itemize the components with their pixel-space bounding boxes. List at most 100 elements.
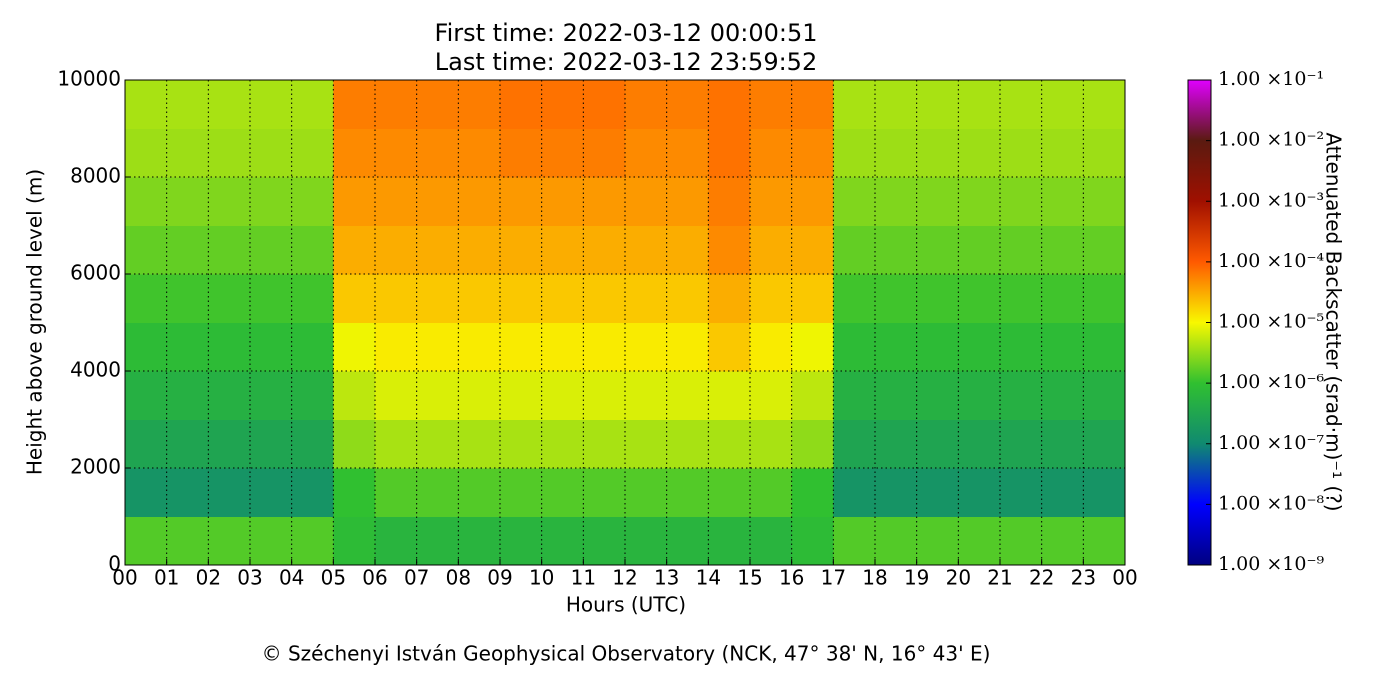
heatmap-cell <box>416 274 459 323</box>
heatmap-cell <box>916 468 959 517</box>
heatmap-cell <box>250 371 293 420</box>
heatmap-cell <box>458 371 501 420</box>
heatmap-cell <box>250 274 293 323</box>
heatmap-cell <box>791 516 834 566</box>
y-tick-label: 6000 <box>70 261 121 285</box>
heatmap-cell <box>500 322 543 372</box>
heatmap-cell <box>125 322 168 372</box>
colorbar-tick-label: 1.00 ×10⁻⁷ <box>1218 432 1324 454</box>
chart-title: Last time: 2022-03-12 23:59:52 <box>435 48 817 76</box>
heatmap-cell <box>875 516 918 566</box>
heatmap-cell <box>666 322 709 372</box>
heatmap-cell <box>458 177 501 226</box>
heatmap-cell <box>250 468 293 517</box>
heatmap-cell <box>291 468 334 517</box>
heatmap-cell <box>333 274 376 323</box>
x-tick-label: 12 <box>612 566 637 590</box>
x-tick-label: 00 <box>1112 566 1137 590</box>
heatmap-cell <box>1000 225 1043 275</box>
heatmap-cell <box>875 274 918 323</box>
heatmap-cell <box>708 468 751 517</box>
heatmap-cell <box>625 419 668 469</box>
y-tick-label: 0 <box>108 552 121 576</box>
y-tick-label: 2000 <box>70 455 121 479</box>
heatmap-cell <box>1083 322 1126 372</box>
heatmap-cell <box>583 516 626 566</box>
heatmap-cell <box>333 80 376 129</box>
heatmap-cell <box>916 371 959 420</box>
heatmap-cell <box>208 225 251 275</box>
heatmap-cell <box>500 516 543 566</box>
x-tick-label: 13 <box>654 566 679 590</box>
heatmap-cell <box>125 128 168 178</box>
heatmap-cell <box>541 80 584 129</box>
heatmap-cell <box>333 322 376 372</box>
heatmap-cell <box>625 128 668 178</box>
heatmap-cell <box>291 371 334 420</box>
heatmap-cell <box>125 225 168 275</box>
heatmap-cell <box>125 274 168 323</box>
heatmap-cell <box>791 177 834 226</box>
heatmap-cell <box>958 274 1001 323</box>
heatmap-cell <box>291 274 334 323</box>
heatmap-cell <box>166 468 209 517</box>
heatmap-cell <box>791 225 834 275</box>
heatmap-cell <box>958 80 1001 129</box>
heatmap-cell <box>166 371 209 420</box>
heatmap-cell <box>875 322 918 372</box>
heatmap-cell <box>541 128 584 178</box>
heatmap-cell <box>916 225 959 275</box>
heatmap-cell <box>1041 419 1084 469</box>
heatmap-cell <box>166 80 209 129</box>
heatmap-cell <box>458 274 501 323</box>
heatmap-cell <box>708 225 751 275</box>
heatmap-cell <box>1000 419 1043 469</box>
x-tick-label: 16 <box>779 566 804 590</box>
heatmap-cell <box>1083 177 1126 226</box>
heatmap-cell <box>291 128 334 178</box>
heatmap-cell <box>208 468 251 517</box>
x-axis-label: Hours (UTC) <box>566 593 686 617</box>
heatmap-cell <box>708 371 751 420</box>
x-tick-label: 11 <box>571 566 596 590</box>
heatmap-cell <box>833 371 876 420</box>
heatmap-cell <box>750 516 793 566</box>
heatmap-cell <box>458 516 501 566</box>
heatmap-cell <box>458 322 501 372</box>
heatmap-cell <box>375 419 418 469</box>
x-tick-label: 06 <box>362 566 387 590</box>
heatmap-cell <box>708 516 751 566</box>
heatmap-cell <box>166 322 209 372</box>
heatmap-cell <box>833 468 876 517</box>
heatmap-cell <box>666 419 709 469</box>
x-tick-label: 07 <box>404 566 429 590</box>
heatmap-cell <box>250 128 293 178</box>
heatmap-cell <box>500 177 543 226</box>
heatmap-cell <box>708 274 751 323</box>
heatmap-cell <box>1083 225 1126 275</box>
heatmap-cell <box>125 419 168 469</box>
heatmap-cell <box>833 128 876 178</box>
heatmap-cell <box>666 80 709 129</box>
heatmap-cell <box>125 468 168 517</box>
heatmap-cell <box>1041 274 1084 323</box>
heatmap-cell <box>375 322 418 372</box>
heatmap-cell <box>708 177 751 226</box>
heatmap-cell <box>208 177 251 226</box>
heatmap-cell <box>416 419 459 469</box>
heatmap-cell <box>1000 177 1043 226</box>
heatmap-cell <box>208 322 251 372</box>
heatmap-cell <box>958 371 1001 420</box>
heatmap-cell <box>208 371 251 420</box>
heatmap-cell <box>416 516 459 566</box>
heatmap-cell <box>1000 468 1043 517</box>
heatmap-cell <box>1083 80 1126 129</box>
heatmap-cell <box>375 177 418 226</box>
heatmap-cell <box>750 80 793 129</box>
heatmap-cell <box>291 80 334 129</box>
heatmap-cell <box>1041 322 1084 372</box>
heatmap-cell <box>125 80 168 129</box>
heatmap-cell <box>1041 371 1084 420</box>
y-tick-label: 8000 <box>70 164 121 188</box>
x-tick-label: 02 <box>196 566 221 590</box>
